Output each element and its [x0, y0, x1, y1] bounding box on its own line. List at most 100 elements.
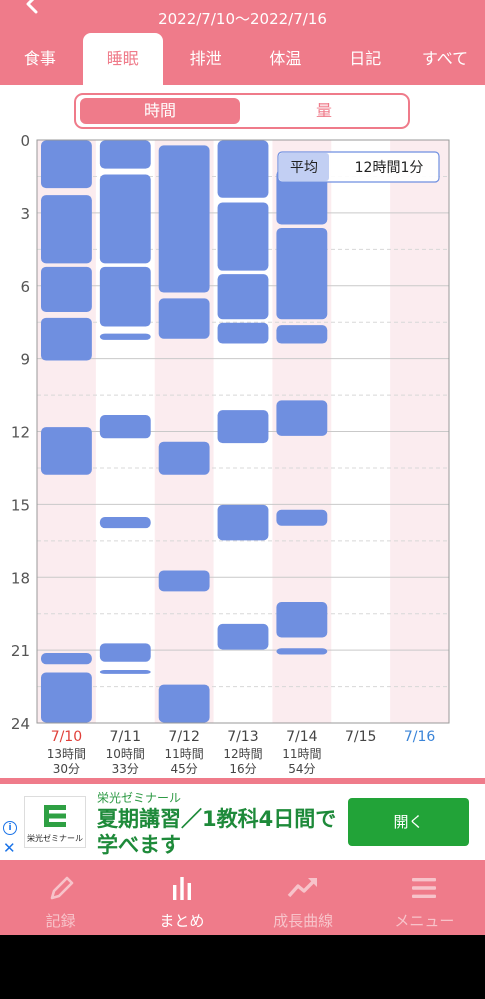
nav-record-label: 記録	[45, 912, 76, 930]
ad-logo: 栄光ゼミナール	[24, 796, 86, 848]
nav-growth[interactable]: 成長曲線	[243, 860, 364, 935]
tab-sleep[interactable]: 睡眠	[82, 33, 163, 85]
tab-temperature[interactable]: 体温	[269, 49, 302, 68]
sleep-bar	[41, 653, 92, 665]
sleep-bar	[276, 400, 328, 436]
daily-total-hours: 11時間	[282, 747, 321, 761]
daily-total-minutes: 45分	[171, 762, 198, 776]
y-tick-label: 6	[20, 278, 30, 296]
sleep-bar	[99, 414, 151, 439]
sleep-bar	[217, 140, 269, 198]
header: 2022/7/10〜2022/7/16 食事 睡眠 排泄 体温 日記 すべて	[0, 0, 485, 85]
nav-menu-label: メニュー	[394, 912, 455, 930]
sleep-bar	[217, 202, 269, 271]
back-arrow-icon[interactable]	[22, 0, 42, 14]
menu-icon	[412, 878, 437, 898]
daily-total-minutes: 33分	[112, 762, 139, 776]
sleep-bar	[217, 410, 269, 444]
daily-total-hours: 11時間	[165, 747, 204, 761]
nav-growth-label: 成長曲線	[273, 912, 334, 930]
app-screen: 2022/7/10〜2022/7/16 食事 睡眠 排泄 体温 日記 すべて 時…	[0, 0, 485, 935]
average-value: 12時間1分	[355, 160, 424, 176]
logo-mark-icon	[44, 805, 66, 827]
sleep-bar	[99, 266, 151, 327]
sleep-bar	[217, 623, 269, 650]
sleep-bar	[158, 684, 210, 723]
x-date-label: 7/15	[345, 729, 376, 745]
y-tick-label: 24	[11, 715, 30, 733]
daily-total-minutes: 30分	[53, 762, 80, 776]
sleep-bar	[99, 140, 151, 169]
tab-diary[interactable]: 日記	[349, 49, 382, 68]
chart-frame	[36, 139, 450, 724]
sleep-bar	[99, 643, 151, 662]
sleep-bar	[99, 670, 151, 674]
x-date-label: 7/14	[286, 729, 318, 745]
sleep-bar	[158, 441, 210, 475]
sleep-bar	[41, 427, 92, 475]
category-tabs: 食事 睡眠 排泄 体温 日記 すべて	[0, 33, 485, 85]
y-tick-label: 18	[11, 569, 30, 587]
x-date-label: 7/11	[110, 729, 141, 745]
ad-logo-text: 栄光ゼミナール	[27, 834, 83, 843]
x-date-label: 7/12	[168, 729, 199, 745]
sleep-bar	[276, 648, 328, 655]
sleep-bar	[217, 504, 269, 541]
nav-summary-label: まとめ	[159, 912, 205, 930]
x-date-label: 7/10	[51, 729, 82, 745]
ad-divider	[0, 778, 485, 784]
sleep-bar	[158, 570, 210, 592]
daily-total-minutes: 16分	[229, 762, 256, 776]
average-label: 平均	[290, 160, 318, 176]
ad-close-icon[interactable]: ✕	[3, 839, 16, 857]
ad-info-icon[interactable]: i	[3, 821, 17, 835]
ad-open-button[interactable]: 開く	[348, 798, 469, 846]
sleep-bar	[41, 140, 92, 189]
ad-headline: 夏期講習／1教科4日間で学べます	[97, 807, 337, 857]
y-tick-label: 15	[11, 496, 30, 514]
bar-chart-icon	[172, 877, 191, 900]
y-tick-label: 21	[11, 642, 30, 660]
y-tick-label: 12	[11, 424, 30, 442]
sleep-bar	[41, 266, 92, 312]
sleep-bar	[217, 274, 269, 320]
ad-banner[interactable]: i ✕ 栄光ゼミナール 栄光ゼミナール 夏期講習／1教科4日間で学べます 開く	[0, 784, 485, 860]
y-tick-label: 3	[20, 205, 30, 223]
x-date-label: 7/16	[404, 729, 436, 745]
toggle-amount[interactable]: 量	[315, 101, 332, 120]
pencil-icon	[50, 876, 73, 900]
tab-all[interactable]: すべて	[421, 49, 469, 68]
ad-advertiser: 栄光ゼミナール	[97, 791, 182, 805]
daily-total-hours: 12時間	[223, 747, 262, 761]
sleep-bar	[276, 509, 328, 526]
sleep-bar	[276, 169, 328, 225]
x-date-label: 7/13	[227, 729, 258, 745]
y-tick-label: 0	[20, 135, 30, 150]
view-toggle: 時間 量	[74, 93, 410, 129]
nav-summary[interactable]: まとめ	[121, 860, 242, 935]
sleep-bar	[99, 174, 151, 264]
sleep-bar	[217, 322, 269, 344]
sleep-bar	[41, 672, 92, 723]
date-range: 2022/7/10〜2022/7/16	[158, 10, 327, 28]
bottom-nav: 記録 まとめ 成長曲線 メニュー	[0, 860, 485, 935]
nav-menu[interactable]: メニュー	[364, 860, 485, 935]
sleep-bar	[276, 325, 328, 344]
sleep-bar	[158, 298, 210, 339]
daily-total-minutes: 54分	[288, 762, 315, 776]
sleep-bar	[99, 517, 151, 529]
average-label-bg	[279, 153, 329, 181]
sleep-bar	[158, 145, 210, 293]
y-tick-label: 9	[20, 351, 30, 369]
sleep-bar	[99, 333, 151, 340]
tab-meal[interactable]: 食事	[23, 49, 56, 68]
nav-record[interactable]: 記録	[0, 860, 121, 935]
toggle-time[interactable]: 時間	[80, 98, 240, 124]
sleep-chart: 0 3 6 9 12 15 18 21 24 7/10 13時間 30分 7/11 10時間 33分 7/12…	[0, 135, 485, 785]
sleep-bar	[276, 227, 328, 320]
sleep-bar	[41, 317, 92, 361]
sleep-bar	[41, 195, 92, 264]
tab-excretion[interactable]: 排泄	[189, 49, 222, 68]
daily-total-hours: 10時間	[106, 747, 145, 761]
